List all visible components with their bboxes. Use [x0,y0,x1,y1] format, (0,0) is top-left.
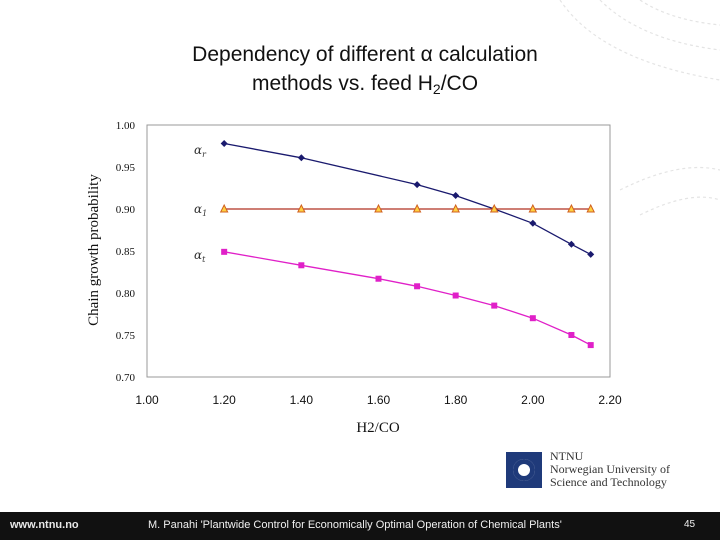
series-triangle: α1 [194,202,596,218]
y-axis-label: Chain growth probability [86,174,102,326]
data-point [297,154,305,162]
series-label-subscript: r [202,150,207,159]
chart: 0.70 0.75 0.80 0.85 0.90 0.95 1.00 1.00 1.20 1.4… [86,120,622,436]
data-point [529,315,536,322]
data-point [567,240,575,248]
data-point [586,203,596,213]
logo-line3: Science and Technology [550,475,667,489]
data-point [220,139,228,147]
ntnu-logo: NTNU Norwegian University of Science and… [506,450,716,494]
data-point [414,283,421,290]
data-point [452,192,460,200]
series-label-symbol: α [194,202,202,216]
logo-line1: NTNU [550,449,584,463]
series-label-subscript: t [202,255,206,264]
series-label-symbol: α [194,248,202,262]
data-point [529,219,537,227]
x-axis: 1.00 1.20 1.40 1.60 1.80 2.00 2.20 [135,393,622,407]
x-tick-label: 1.20 [212,393,236,407]
data-point [489,203,499,213]
x-tick-label: 1.00 [135,393,159,407]
series-square: αt [194,248,594,349]
logo-line2: Norwegian University of [550,462,670,476]
series-label: α1 [194,202,207,218]
data-point [375,275,382,282]
x-tick-label: 1.60 [367,393,391,407]
data-point [587,342,594,349]
y-tick-label: 1.00 [116,120,136,132]
data-point [528,203,538,213]
slide-title: Dependency of different α calculation me… [120,40,610,104]
series-diamond: αr [194,139,595,258]
title-line2-post: /CO [440,72,479,95]
series-label: αt [194,248,206,264]
data-point [219,203,229,213]
y-tick-label: 0.95 [116,162,136,174]
data-point [221,248,228,255]
data-point [412,203,422,213]
x-tick-label: 1.80 [444,393,468,407]
y-tick-label: 0.80 [116,288,136,300]
data-point [298,262,305,269]
data-point [567,203,576,213]
data-point [587,250,595,258]
data-point [297,203,306,213]
slide-title-line1: Dependency of different α calculation [192,43,538,66]
y-axis: 0.70 0.75 0.80 0.85 0.90 0.95 1.00 [116,120,136,384]
data-point [491,302,498,309]
footer-bar: www.ntnu.no M. Panahi 'Plantwide Control… [0,512,720,540]
data-point [413,181,421,189]
footer-citation: M. Panahi 'Plantwide Control for Economi… [148,519,562,531]
y-tick-label: 0.75 [116,330,136,342]
page-number: 45 [684,519,696,530]
x-axis-label: H2/CO [356,420,400,436]
series-label-subscript: 1 [202,209,207,218]
x-tick-label: 2.00 [521,393,545,407]
series-line [224,142,592,255]
ntnu-logo-icon [506,452,542,488]
footer-url-link[interactable]: www.ntnu.no [10,519,79,531]
data-point [374,203,383,213]
title-line2-pre: methods vs. feed H [251,72,433,95]
x-tick-label: 1.40 [290,393,314,407]
series-label-symbol: α [194,143,202,157]
y-tick-label: 0.70 [116,372,136,384]
ntnu-logo-text: NTNU Norwegian University of Science and… [550,450,670,489]
y-tick-label: 0.90 [116,204,136,216]
y-tick-label: 0.85 [116,246,136,258]
x-tick-label: 2.20 [598,393,622,407]
data-point [568,332,575,338]
title-line2-sub: 2 [432,81,441,97]
series-label: αr [194,143,207,159]
background-decoration [559,0,720,216]
plot-area [146,124,611,378]
data-point [452,292,459,299]
slide-title-line2: methods vs. feed H2/CO [120,69,610,104]
data-point [451,203,460,213]
